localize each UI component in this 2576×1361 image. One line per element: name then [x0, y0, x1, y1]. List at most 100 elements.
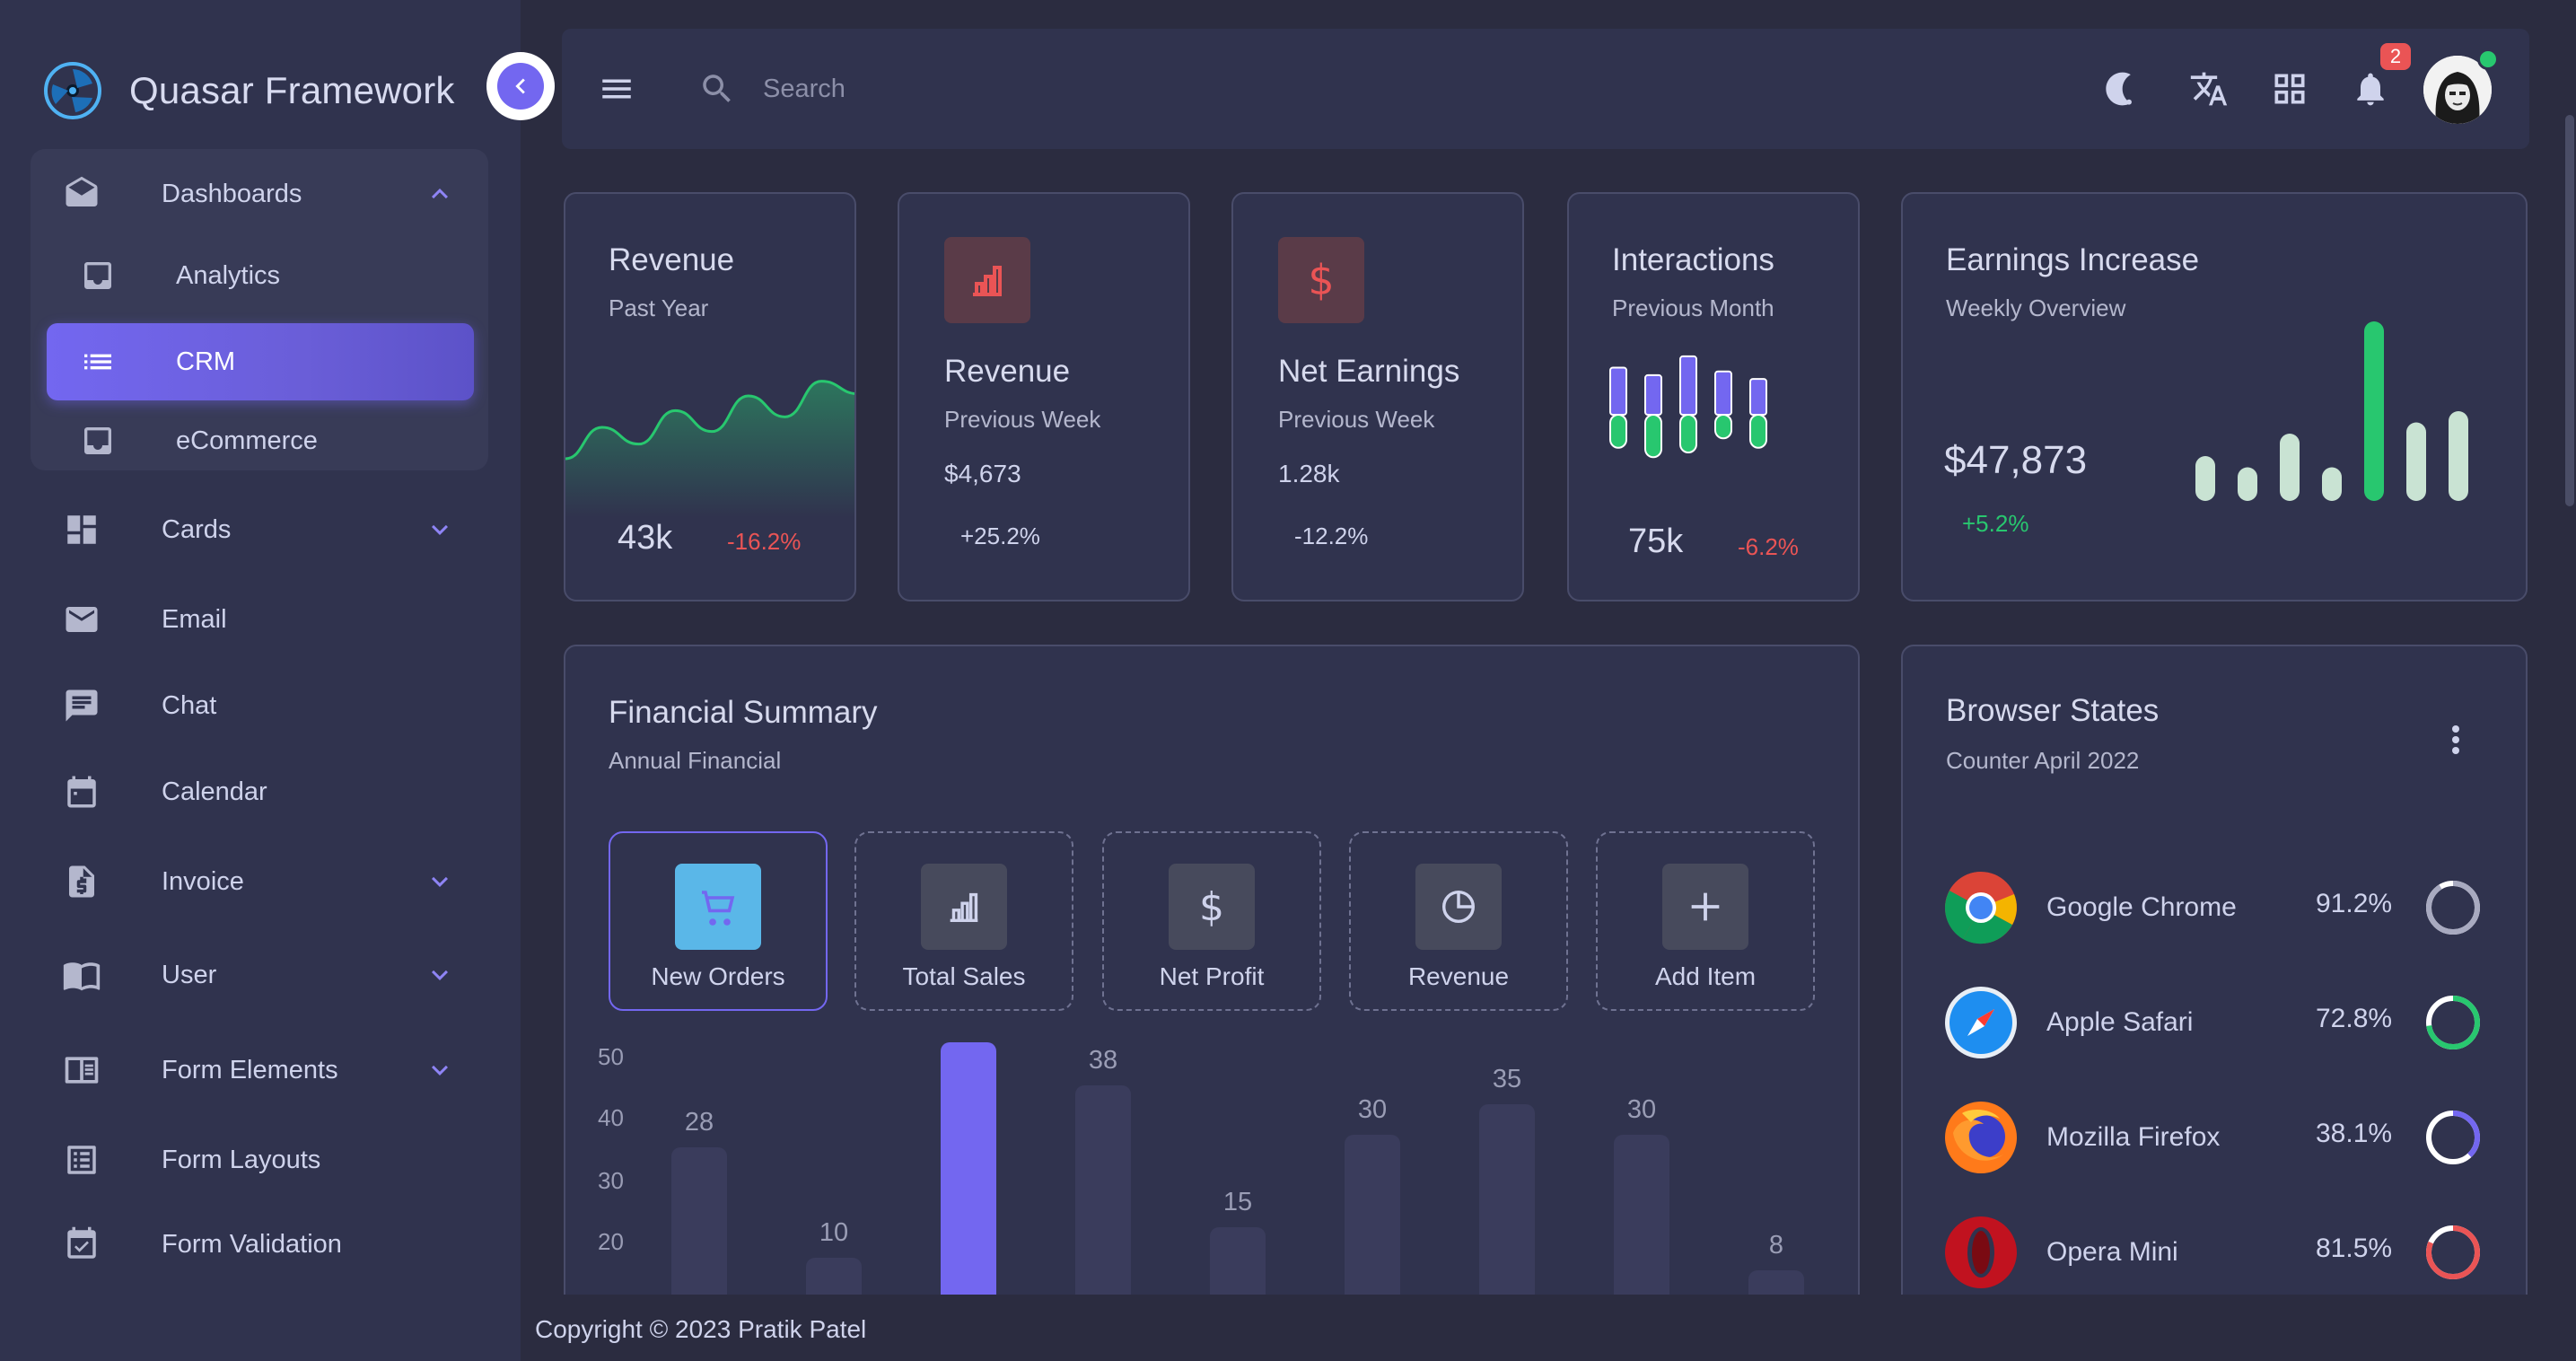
interactions-card: Interactions Previous Month 75k -6.2%	[1567, 192, 1860, 601]
chevron-left-icon	[497, 63, 544, 110]
sidebar-item-ecommerce[interactable]: eCommerce	[47, 402, 474, 479]
card-subtitle: Previous Month	[1612, 294, 1774, 321]
sidebar-item-label: CRM	[176, 347, 236, 376]
interaction-bar-bottom	[1749, 414, 1767, 449]
browser-value: 38.1%	[2316, 1119, 2393, 1148]
bar-data-label: 38	[1088, 1045, 1118, 1075]
y-tick-label: 20	[598, 1228, 624, 1255]
sidebar-item-cards[interactable]: Cards	[31, 492, 488, 567]
chevron-up-icon	[422, 176, 458, 212]
tab-label: New Orders	[651, 962, 785, 990]
browser-row-opera: Opera Mini 81.5%	[1944, 1216, 2501, 1291]
card-subtitle: Weekly Overview	[1946, 294, 2126, 321]
page-scrollbar[interactable]	[2565, 115, 2574, 506]
chart-bar[interactable]	[1345, 1134, 1400, 1295]
dollar-icon: $	[1278, 237, 1364, 323]
revenue-week-card: Revenue Previous Week $4,673 +25.2%	[898, 192, 1190, 601]
collapse-sidebar-button[interactable]	[486, 52, 555, 120]
chart-bar[interactable]	[1210, 1226, 1266, 1295]
browser-row-chrome: Google Chrome 91.2%	[1944, 871, 2501, 946]
sidebar-item-form-validation[interactable]: Form Validation	[31, 1207, 488, 1282]
dashboard-icon	[61, 509, 102, 550]
interaction-bar-top	[1644, 373, 1662, 416]
tab-net-profit[interactable]: $ Net Profit	[1102, 831, 1321, 1011]
sidebar-item-invoice[interactable]: Invoice	[31, 844, 488, 919]
chart-bar[interactable]	[806, 1258, 862, 1295]
chart-bar[interactable]	[941, 1041, 996, 1295]
chart-bar[interactable]	[1748, 1270, 1804, 1295]
sidebar-item-label: Chat	[162, 690, 217, 720]
chrome-logo-icon	[1944, 871, 2018, 944]
interaction-bar-top	[1749, 378, 1767, 416]
search-input[interactable]	[763, 63, 1391, 115]
sidebar-item-user[interactable]: User	[31, 937, 488, 1013]
chart-bar[interactable]	[671, 1146, 727, 1295]
online-status-dot	[2477, 48, 2499, 70]
sidebar-item-analytics[interactable]: Analytics	[47, 237, 474, 314]
bar-data-label: 10	[819, 1218, 849, 1248]
sidebar-item-label: Form Elements	[162, 1055, 338, 1084]
menu-icon[interactable]	[596, 68, 637, 110]
translate-icon[interactable]	[2186, 66, 2231, 111]
net-earnings-card: $ Net Earnings Previous Week 1.28k -12.2…	[1231, 192, 1524, 601]
tab-label: Total Sales	[902, 962, 1026, 990]
card-change: -12.2%	[1294, 522, 1369, 549]
tab-add-item[interactable]: Add Item	[1596, 831, 1815, 1011]
sidebar-item-chat[interactable]: Chat	[31, 668, 488, 743]
sidebar-item-crm[interactable]: CRM	[47, 323, 474, 400]
tab-label: Revenue	[1407, 962, 1510, 990]
browser-row-safari: Apple Safari 72.8%	[1944, 986, 2501, 1061]
earnings-bar	[2238, 467, 2257, 501]
event-available-icon	[61, 1224, 102, 1265]
chart-bar[interactable]	[1614, 1134, 1669, 1295]
browser-states-card: Browser States Counter April 2022	[1901, 645, 2528, 1327]
card-subtitle: Previous Week	[944, 406, 1101, 433]
earnings-increase-card: Earnings Increase Weekly Overview $47,87…	[1901, 192, 2528, 601]
interaction-bar-top	[1609, 366, 1627, 416]
chevron-down-icon	[422, 1052, 458, 1088]
chevron-down-icon	[422, 864, 458, 900]
card-title: Browser States	[1946, 693, 2160, 728]
list-icon	[77, 341, 118, 382]
bar-data-label: 28	[684, 1107, 714, 1137]
bell-icon[interactable]	[2348, 66, 2393, 111]
top-navbar: 2	[562, 29, 2529, 149]
more-vert-icon[interactable]	[2447, 722, 2465, 758]
sidebar: Quasar Framework Dashboards Analytics CR…	[0, 0, 521, 1361]
sidebar-item-form-elements[interactable]: Form Elements	[31, 1032, 488, 1108]
card-title: Net Earnings	[1278, 354, 1460, 389]
dark-mode-icon[interactable]	[2097, 66, 2142, 111]
earnings-bar	[2322, 467, 2342, 501]
earnings-bar	[2280, 434, 2300, 501]
card-value: $47,873	[1944, 438, 2088, 482]
sidebar-item-email[interactable]: Email	[31, 582, 488, 657]
ring-progress	[2426, 881, 2480, 935]
apps-icon[interactable]	[2267, 66, 2312, 111]
mail-open-icon	[61, 173, 102, 215]
inbox-icon	[77, 420, 118, 461]
list-alt-icon	[61, 1139, 102, 1181]
sidebar-item-dashboards[interactable]: Dashboards	[31, 156, 488, 232]
tab-new-orders[interactable]: New Orders	[609, 831, 828, 1011]
y-tick-label: 30	[598, 1167, 624, 1194]
revenue-area	[565, 381, 854, 517]
sidebar-item-form-layouts[interactable]: Form Layouts	[31, 1122, 488, 1198]
sidebar-item-label: Invoice	[162, 866, 244, 896]
tab-total-sales[interactable]: Total Sales	[854, 831, 1073, 1011]
sidebar-item-label: User	[162, 960, 217, 989]
copyright-text: Copyright © 2023 Pratik Patel	[535, 1315, 867, 1343]
chart-bar[interactable]	[1075, 1084, 1131, 1295]
interaction-bar-top	[1679, 355, 1697, 416]
earnings-bar	[2364, 321, 2384, 501]
sidebar-item-calendar[interactable]: Calendar	[31, 754, 488, 830]
bar-data-label: 8	[1768, 1231, 1784, 1260]
brand[interactable]: Quasar Framework	[43, 61, 455, 120]
tab-revenue[interactable]: Revenue	[1349, 831, 1568, 1011]
card-subtitle: Previous Week	[1278, 406, 1435, 433]
chart-bar[interactable]	[1479, 1103, 1535, 1295]
invoice-icon	[61, 861, 102, 902]
notification-badge: 2	[2380, 43, 2411, 70]
quasar-logo-icon	[43, 61, 102, 120]
revenue-year-card: Revenue Past Year 43k -16.2%	[564, 192, 856, 601]
progress-ring	[2426, 881, 2480, 935]
